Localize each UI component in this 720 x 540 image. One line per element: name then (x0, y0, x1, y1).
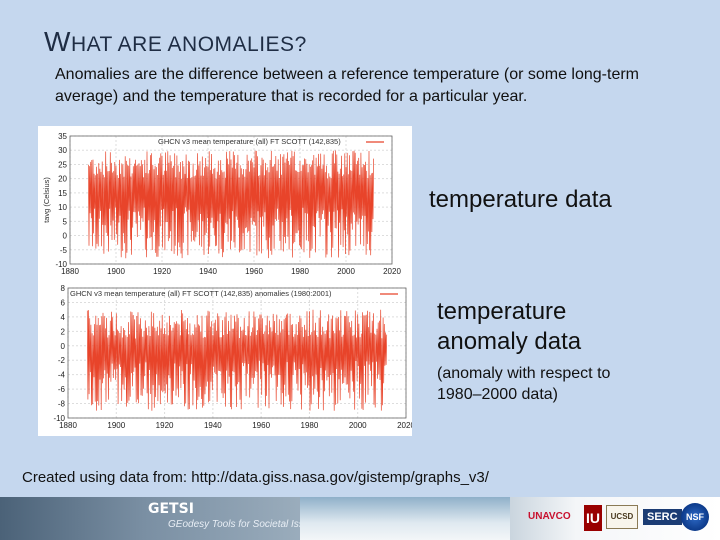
y-tick-label: 10 (58, 203, 67, 212)
x-tick-label: 1960 (245, 267, 263, 276)
intro-text: Anomalies are the difference between a r… (55, 66, 640, 105)
anomaly-data-label: temperature anomaly data (437, 297, 581, 357)
x-tick-label: 2020 (383, 267, 401, 276)
anomaly-label-line1: temperature (437, 298, 567, 325)
x-tick-label: 2000 (337, 267, 355, 276)
chart-figure: 1880 1900 1920 1940 1960 1980 2000 2020-10-5051… (42, 132, 412, 430)
anomaly-note: (anomaly with respect to 1980–2000 data) (437, 365, 611, 403)
y-tick-label: 6 (61, 298, 66, 307)
x-tick-label: 1900 (107, 421, 125, 430)
y-tick-label: 2 (61, 327, 66, 336)
iu-logo[interactable]: IU (584, 505, 602, 531)
figure-panel: 1880 1900 1920 1940 1960 1980 2000 2020 -10 -5 0 5 1… (38, 126, 412, 436)
x-tick-label: 1940 (199, 267, 217, 276)
y-tick-label: 8 (61, 284, 66, 293)
y-tick-label: 5 (63, 217, 68, 226)
footer-banner: GETSI GEodesy Tools for Societal Issues … (0, 497, 720, 540)
page-title: WHAT ARE ANOMALIES? (44, 26, 307, 58)
series-line (86, 309, 388, 411)
y-tick-label: 0 (63, 232, 68, 241)
x-tick-label: 1880 (61, 267, 79, 276)
data-credit: Created using data from: http://data.gis… (22, 469, 489, 486)
nsf-logo[interactable]: NSF (681, 503, 709, 531)
y-tick-label: -5 (60, 246, 68, 255)
serc-logo[interactable]: SERC (643, 509, 682, 525)
y-tick-label: -8 (58, 400, 66, 409)
x-tick-label: 1900 (107, 267, 125, 276)
x-tick-label: 1980 (291, 267, 309, 276)
footer-brand: GETSI (148, 501, 194, 517)
plot-frame (67, 287, 407, 419)
x-tick-label: 1880 (59, 421, 77, 430)
chart-title: GHCN v3 mean temperature (all) FT SCOTT … (158, 137, 341, 146)
chart-title: GHCN v3 mean temperature (all) FT SCOTT … (70, 289, 332, 298)
title-first-letter: W (44, 26, 71, 57)
y-tick-label: 30 (58, 146, 67, 155)
title-rest: HAT ARE ANOMALIES? (70, 33, 307, 56)
plot-frame (69, 135, 393, 265)
y-tick-label: 0 (61, 342, 66, 351)
series-line (88, 150, 374, 259)
ucsd-logo[interactable]: UCSD (606, 505, 638, 529)
y-tick-label: -4 (58, 371, 66, 380)
footer-scene-image (300, 497, 510, 540)
unavco-logo[interactable]: UNAVCO (528, 511, 571, 522)
x-tick-label: 1980 (301, 421, 319, 430)
y-tick-label: -6 (58, 385, 66, 394)
x-tick-label: 1920 (153, 267, 171, 276)
y-tick-label: -10 (55, 260, 67, 269)
x-tick-label: 2000 (349, 421, 367, 430)
y-tick-label: 15 (58, 189, 67, 198)
y-tick-label: -10 (53, 414, 65, 423)
footer-tagline: GEodesy Tools for Societal Issues (168, 519, 320, 530)
x-tick-label: 1920 (156, 421, 174, 430)
y-axis-label: tavg (Celsius) (42, 177, 51, 223)
y-tick-label: 25 (58, 160, 67, 169)
x-tick-label: 2020 (397, 421, 412, 430)
x-tick-label: 1940 (204, 421, 222, 430)
temperature-data-label: temperature data (429, 186, 612, 213)
x-tick-label: 1960 (252, 421, 270, 430)
y-tick-label: 20 (58, 175, 67, 184)
y-tick-label: 4 (61, 313, 66, 322)
y-tick-label: -2 (58, 356, 66, 365)
y-tick-label: 35 (58, 132, 67, 141)
anomaly-label-line2: anomaly data (437, 328, 582, 355)
